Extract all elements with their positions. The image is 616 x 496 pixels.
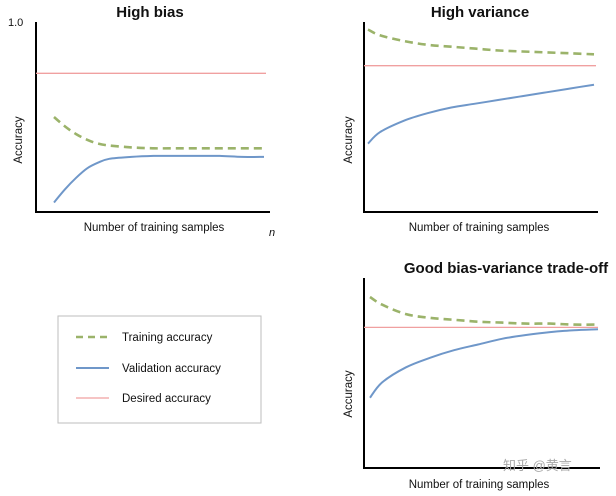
chart-title: High variance <box>431 4 529 21</box>
plot-area <box>363 22 598 213</box>
y-axis-label: Accuracy <box>13 116 25 164</box>
watermark: 知乎 @黄言 <box>503 458 572 473</box>
chart-title: Good bias-variance trade-off <box>404 260 609 277</box>
chart-title: High bias <box>116 4 184 21</box>
panel-high-bias: High bias 1.0 Accuracy Number of trainin… <box>8 4 275 239</box>
legend: Training accuracy Validation accuracy De… <box>57 315 262 424</box>
training-accuracy-line <box>369 295 599 326</box>
training-accuracy-line <box>53 116 264 150</box>
y-tick-label: 1.0 <box>8 17 23 29</box>
validation-accuracy-line <box>367 83 595 145</box>
x-end-label: n <box>269 227 275 239</box>
legend-box <box>57 315 262 424</box>
legend-label: Training accuracy <box>122 332 213 344</box>
validation-accuracy-line <box>53 154 265 204</box>
legend-label: Validation accuracy <box>122 363 221 375</box>
y-axis-label: Accuracy <box>343 116 355 164</box>
x-axis-label: Number of training samples <box>409 222 550 234</box>
legend-label: Desired accuracy <box>122 393 211 405</box>
training-accuracy-line <box>367 28 595 56</box>
plot-area <box>363 278 600 469</box>
panel-high-variance: High variance Accuracy Number of trainin… <box>343 4 598 234</box>
x-axis-label: Number of training samples <box>84 222 225 234</box>
validation-accuracy-line <box>369 328 599 399</box>
y-axis-label: Accuracy <box>343 370 355 418</box>
plot-area <box>35 22 270 213</box>
x-axis-label: Number of training samples <box>409 479 550 491</box>
panel-good-tradeoff: Good bias-variance trade-off Accuracy Nu… <box>343 260 609 491</box>
